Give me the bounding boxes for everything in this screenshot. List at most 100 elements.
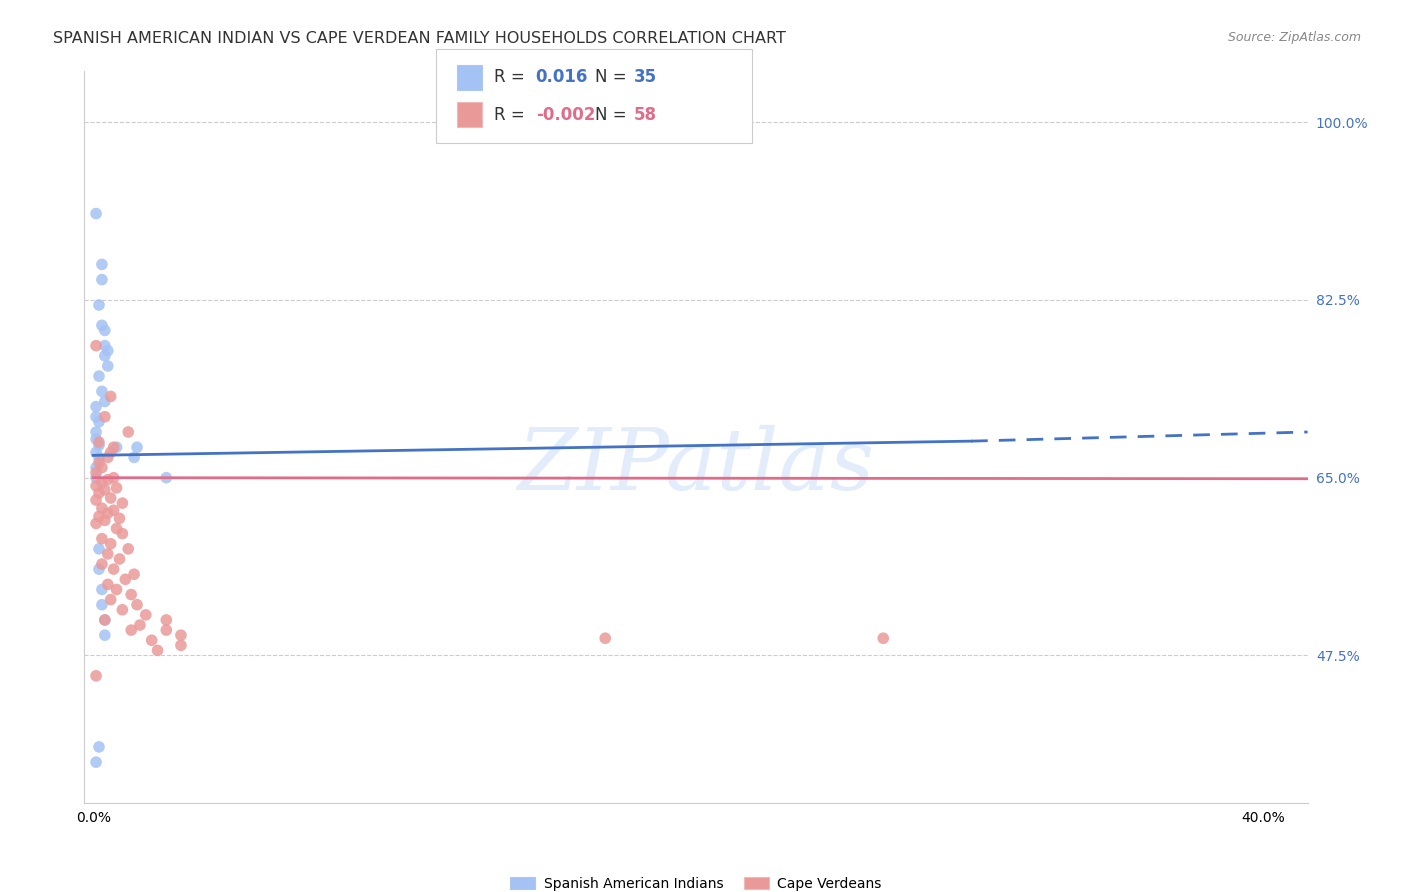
Point <box>94 394 117 409</box>
Point <box>94 483 117 497</box>
Point <box>120 623 142 637</box>
Text: 35: 35 <box>634 69 657 87</box>
Point <box>87 541 110 556</box>
Point <box>100 491 122 505</box>
Point <box>129 618 152 632</box>
Point <box>100 445 122 459</box>
Legend: Spanish American Indians, Cape Verdeans: Spanish American Indians, Cape Verdeans <box>510 877 882 891</box>
Point <box>97 473 120 487</box>
Point <box>84 755 107 769</box>
Point <box>97 359 120 373</box>
Point <box>84 432 107 446</box>
Point <box>114 572 136 586</box>
Text: R =: R = <box>494 69 530 87</box>
Point <box>87 298 110 312</box>
Point <box>100 592 122 607</box>
Point <box>87 455 110 469</box>
Point <box>84 445 107 459</box>
Point <box>103 440 125 454</box>
Point <box>94 409 117 424</box>
Point <box>111 603 134 617</box>
Point <box>105 440 128 454</box>
Text: R =: R = <box>494 105 530 123</box>
Point <box>84 400 107 414</box>
Point <box>122 567 145 582</box>
Point <box>90 318 112 333</box>
Point <box>90 384 112 399</box>
Point <box>155 623 177 637</box>
Point <box>90 257 112 271</box>
Text: ZIPatlas: ZIPatlas <box>517 425 875 508</box>
Point <box>90 501 112 516</box>
Point <box>94 613 117 627</box>
Point <box>135 607 157 622</box>
Point <box>97 577 120 591</box>
Point <box>84 669 107 683</box>
Text: SPANISH AMERICAN INDIAN VS CAPE VERDEAN FAMILY HOUSEHOLDS CORRELATION CHART: SPANISH AMERICAN INDIAN VS CAPE VERDEAN … <box>53 31 786 46</box>
Point <box>117 541 139 556</box>
Point <box>97 547 120 561</box>
Point <box>94 323 117 337</box>
Point <box>122 450 145 465</box>
Point <box>94 338 117 352</box>
Point <box>90 582 112 597</box>
Point <box>97 506 120 520</box>
Text: -0.002: -0.002 <box>536 105 595 123</box>
Point <box>84 471 107 485</box>
Point <box>170 638 193 652</box>
Point <box>105 582 128 597</box>
Text: 0.016: 0.016 <box>536 69 588 87</box>
Point <box>141 633 163 648</box>
Point <box>103 471 125 485</box>
Point <box>90 475 112 490</box>
Point <box>111 526 134 541</box>
Point <box>84 479 107 493</box>
Point <box>100 537 122 551</box>
Point <box>94 513 117 527</box>
Point <box>84 206 107 220</box>
Text: 58: 58 <box>634 105 657 123</box>
Point <box>103 562 125 576</box>
Point <box>87 739 110 754</box>
Point <box>593 632 616 646</box>
Point <box>117 425 139 439</box>
Point <box>170 628 193 642</box>
Point <box>87 369 110 384</box>
Point <box>87 450 110 465</box>
Point <box>84 466 107 480</box>
Text: N =: N = <box>595 69 631 87</box>
Point <box>84 493 107 508</box>
Point <box>94 349 117 363</box>
Point <box>105 481 128 495</box>
Point <box>90 460 112 475</box>
Point <box>90 272 112 286</box>
Point <box>84 460 107 475</box>
Point <box>108 511 131 525</box>
Point <box>84 338 107 352</box>
Point <box>87 415 110 429</box>
Point <box>84 516 107 531</box>
Point <box>100 389 122 403</box>
Point <box>90 598 112 612</box>
Text: Source: ZipAtlas.com: Source: ZipAtlas.com <box>1227 31 1361 45</box>
Point <box>146 643 169 657</box>
Point <box>87 486 110 500</box>
Point <box>103 503 125 517</box>
Point <box>87 438 110 452</box>
Point <box>125 440 148 454</box>
Point <box>84 425 107 439</box>
Point <box>97 450 120 465</box>
Point <box>108 552 131 566</box>
Point <box>87 435 110 450</box>
Point <box>105 521 128 535</box>
Point <box>120 588 142 602</box>
Text: N =: N = <box>595 105 631 123</box>
Point <box>97 343 120 358</box>
Point <box>94 628 117 642</box>
Point <box>872 632 894 646</box>
Point <box>155 613 177 627</box>
Point <box>90 557 112 571</box>
Point <box>94 613 117 627</box>
Point <box>87 562 110 576</box>
Point <box>84 409 107 424</box>
